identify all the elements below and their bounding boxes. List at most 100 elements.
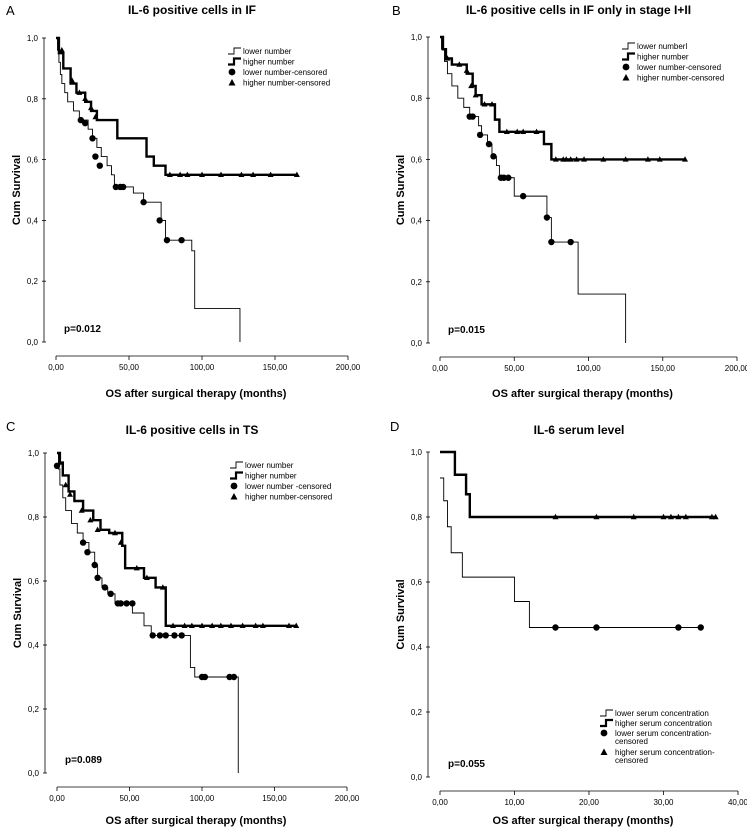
y-tick-label: 1,0 [411, 448, 423, 457]
y-tick-label: 0,6 [411, 578, 423, 587]
censor-triangle [567, 156, 574, 162]
y-axis-label: Cum Survival [395, 155, 407, 225]
censor-triangle [117, 539, 124, 545]
censor-triangle [56, 459, 63, 465]
censor-triangle [630, 513, 637, 520]
censor-triangle [238, 171, 245, 177]
censor-circle [476, 131, 484, 139]
censor-circle [89, 135, 96, 142]
chart-title: IL-6 serum level [534, 423, 625, 437]
censor-triangle [456, 61, 463, 67]
legend-label: lower numberl [637, 42, 687, 51]
censor-triangle [250, 171, 257, 177]
censor-triangle [481, 101, 488, 107]
censor-triangle [712, 513, 719, 520]
x-tick-label: 150,00 [262, 794, 287, 803]
censor-triangle [468, 82, 475, 89]
panel-letter: B [392, 3, 401, 18]
censor-circle [129, 600, 136, 607]
censor-triangle [181, 622, 188, 628]
legend-label: higher number-censored [245, 493, 332, 502]
censor-circle [101, 584, 109, 591]
censor-circle [156, 217, 163, 224]
censor-triangle [656, 156, 663, 162]
censor-triangle [472, 91, 479, 98]
y-tick-label: 1,0 [28, 449, 40, 458]
censor-circle [552, 624, 559, 631]
censor-triangle [159, 584, 166, 590]
panel-letter: D [390, 419, 399, 434]
censor-triangle [133, 565, 140, 571]
censor-circle [201, 673, 209, 681]
panel-letter: C [6, 419, 15, 434]
censor-triangle [533, 128, 540, 135]
censor-circle [107, 590, 114, 597]
legend-label: lower number-censored [243, 68, 327, 77]
censor-triangle [166, 171, 173, 177]
censor-triangle [184, 171, 191, 177]
censor-triangle [644, 156, 651, 162]
censor-triangle [488, 101, 495, 107]
censor-circle [178, 236, 185, 244]
legend-swatch-lower [622, 42, 635, 50]
censor-triangle [552, 513, 559, 520]
x-tick-label: 0,00 [432, 364, 448, 373]
censor-triangle [170, 622, 176, 628]
censor-circle [490, 153, 497, 160]
y-tick-label: 0,8 [28, 513, 40, 522]
censor-triangle [503, 128, 510, 135]
censor-circle [117, 600, 125, 607]
legend-swatch-lower [600, 709, 613, 717]
censor-circle [162, 632, 169, 639]
legend-label: higher serum concentration- [615, 748, 715, 757]
censor-triangle [58, 46, 65, 53]
censor-triangle [286, 622, 292, 628]
censor-circle [112, 183, 120, 191]
censor-triangle [563, 156, 570, 162]
censor-triangle [573, 156, 580, 162]
censor-triangle [199, 171, 205, 177]
censor-triangle [293, 622, 300, 628]
y-tick-label: 0,4 [28, 641, 40, 650]
censor-triangle [660, 513, 667, 520]
panel-a: A IL-6 positive cells in IF Cum Survival OS… [6, 3, 361, 400]
censor-triangle [76, 89, 83, 95]
y-tick-label: 1,0 [411, 33, 423, 42]
censor-triangle [239, 622, 246, 628]
km-curve-higher [57, 451, 297, 627]
censor-triangle [520, 128, 527, 135]
chart-title: IL-6 positive cells in IF [128, 3, 256, 17]
censor-triangle [87, 517, 94, 523]
censor-circle [543, 214, 551, 221]
legend-label-cont: censored [615, 737, 648, 746]
x-tick-label: 200,00 [336, 363, 361, 372]
legend-swatch-higher [622, 52, 635, 61]
censor-triangle [78, 507, 85, 513]
panel-letter: A [6, 3, 15, 18]
censor-triangle [217, 171, 224, 177]
censor-circle [171, 632, 178, 639]
censor-triangle [581, 156, 588, 162]
x-tick-label: 20,00 [579, 798, 600, 807]
censor-circle [92, 153, 99, 160]
km-curve-higher [440, 35, 686, 161]
censor-circle [469, 113, 476, 120]
censor-triangle [600, 156, 607, 162]
censor-circle [96, 162, 104, 169]
censor-circle [149, 632, 156, 639]
km-curve-lower [440, 36, 627, 343]
censor-circle [79, 539, 87, 546]
y-tick-label: 0,0 [411, 339, 423, 348]
y-tick-label: 0,8 [411, 513, 423, 522]
x-tick-label: 100,00 [190, 794, 215, 803]
y-axis-label: Cum Survival [11, 155, 23, 225]
censor-triangle [675, 513, 682, 520]
censor-triangle [188, 622, 195, 628]
censor-circle [178, 632, 185, 639]
y-tick-label: 0,2 [27, 277, 39, 286]
censor-triangle [82, 95, 89, 101]
legend-label: lower number -censored [245, 482, 331, 491]
x-tick-label: 0,00 [49, 794, 65, 803]
